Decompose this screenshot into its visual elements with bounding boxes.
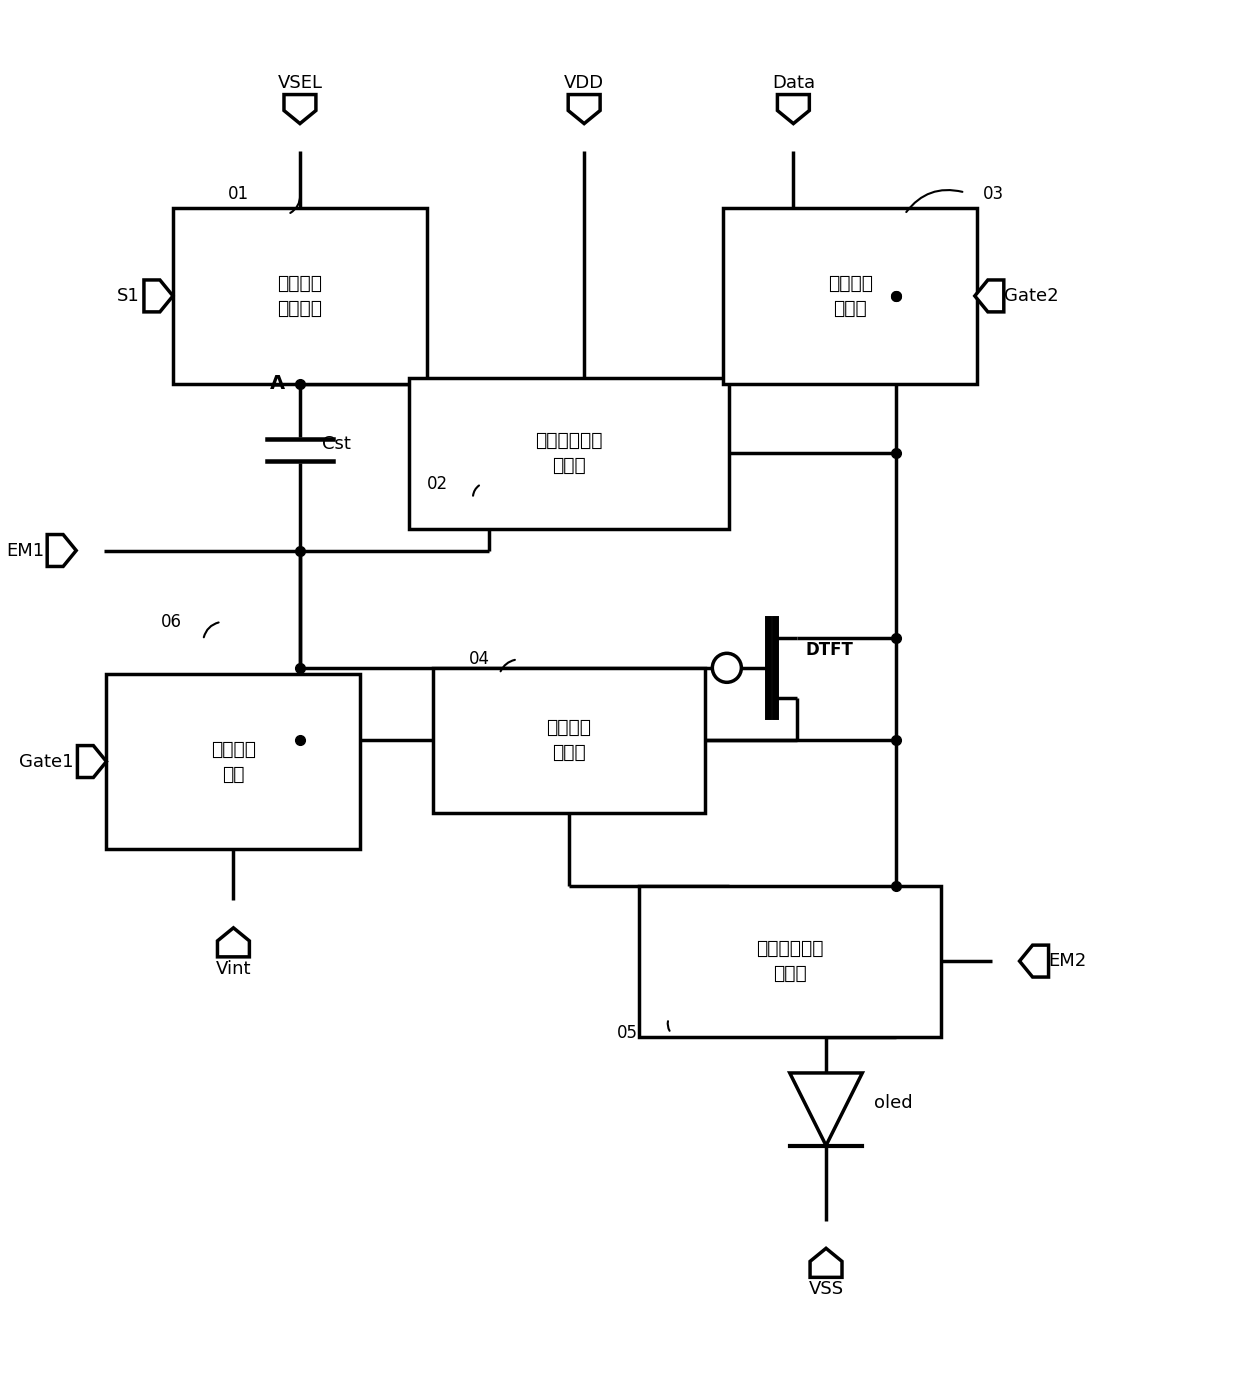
Polygon shape bbox=[144, 280, 172, 311]
Text: VSS: VSS bbox=[808, 1280, 843, 1298]
Text: 第一发光控制
子电路: 第一发光控制 子电路 bbox=[536, 432, 603, 475]
Bar bbox=[639, 886, 941, 1037]
Text: 06: 06 bbox=[161, 613, 182, 631]
Text: 第二发光控制
子电路: 第二发光控制 子电路 bbox=[756, 940, 823, 983]
Text: EM2: EM2 bbox=[1049, 952, 1086, 970]
Bar bbox=[172, 208, 427, 383]
Text: 初始化子
电路: 初始化子 电路 bbox=[211, 739, 255, 783]
Text: VDD: VDD bbox=[564, 73, 604, 91]
Circle shape bbox=[712, 653, 742, 682]
Polygon shape bbox=[777, 94, 810, 123]
Text: EM1: EM1 bbox=[6, 541, 45, 559]
Text: A: A bbox=[270, 374, 285, 393]
Text: 阈值补偿
子电路: 阈值补偿 子电路 bbox=[547, 718, 591, 763]
Text: VSEL: VSEL bbox=[278, 73, 322, 91]
Polygon shape bbox=[1019, 945, 1049, 977]
Text: 数据写入
子电路: 数据写入 子电路 bbox=[828, 274, 873, 318]
Text: 02: 02 bbox=[427, 475, 448, 493]
Bar bbox=[107, 674, 361, 850]
Polygon shape bbox=[284, 94, 316, 123]
Text: Gate2: Gate2 bbox=[1004, 286, 1059, 304]
Polygon shape bbox=[975, 280, 1004, 311]
Text: Vint: Vint bbox=[216, 959, 252, 977]
Bar bbox=[433, 668, 706, 812]
Text: 03: 03 bbox=[983, 184, 1004, 202]
Text: S1: S1 bbox=[117, 286, 140, 304]
Polygon shape bbox=[790, 1073, 862, 1146]
Bar bbox=[723, 208, 977, 383]
Bar bbox=[409, 378, 729, 529]
Text: 01: 01 bbox=[227, 184, 248, 202]
Text: Gate1: Gate1 bbox=[19, 753, 73, 771]
Text: 电压预写
入子电路: 电压预写 入子电路 bbox=[278, 274, 322, 318]
Text: 04: 04 bbox=[469, 650, 490, 668]
Text: Cst: Cst bbox=[321, 435, 351, 453]
Polygon shape bbox=[810, 1248, 842, 1277]
Text: Data: Data bbox=[771, 73, 815, 91]
Text: oled: oled bbox=[874, 1095, 913, 1113]
Polygon shape bbox=[77, 746, 107, 778]
Polygon shape bbox=[47, 534, 76, 566]
Text: DTFT: DTFT bbox=[806, 641, 853, 659]
Polygon shape bbox=[217, 927, 249, 956]
Text: 05: 05 bbox=[616, 1024, 637, 1042]
Polygon shape bbox=[568, 94, 600, 123]
